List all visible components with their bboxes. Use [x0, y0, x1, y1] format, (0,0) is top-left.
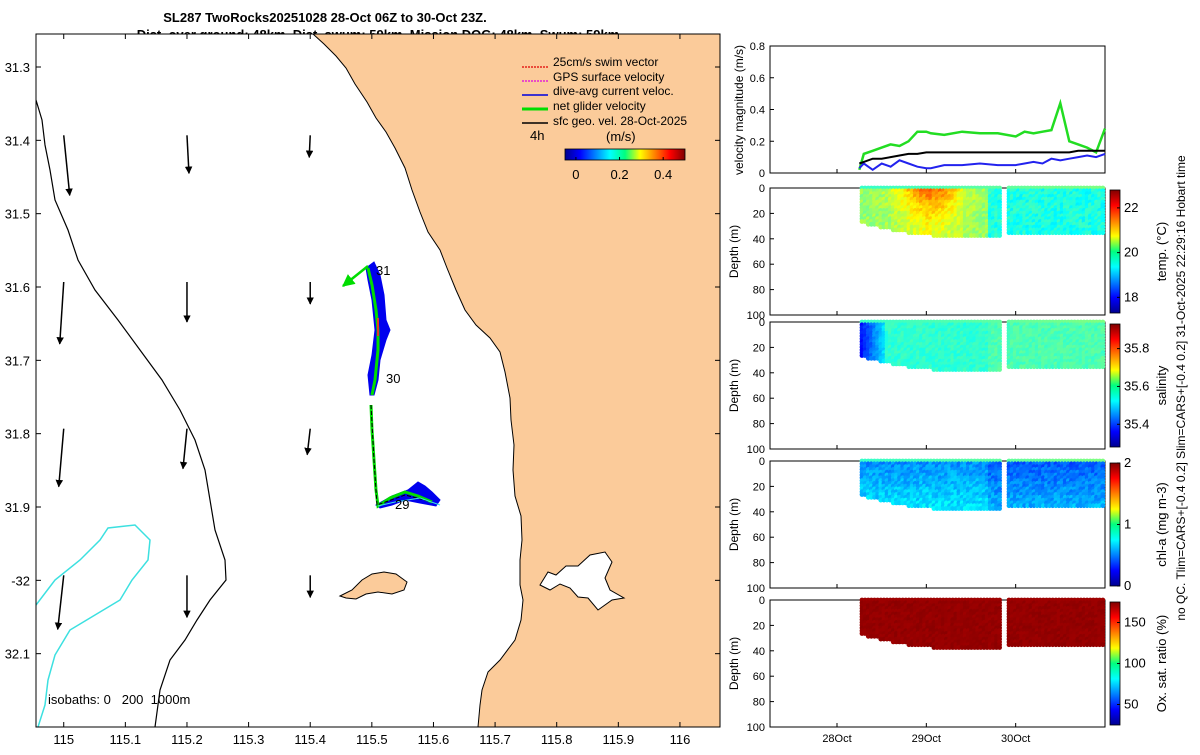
velocity-ytick-label: 0.8: [750, 41, 765, 53]
section-data-point: [997, 233, 1002, 238]
section-data-point: [1100, 230, 1105, 235]
map-ytick-label: 31.4: [5, 133, 30, 148]
depth-tick-label: 80: [753, 558, 765, 570]
section-data-points: [860, 320, 1106, 372]
colorbar-tick-label: 35.4: [1124, 416, 1149, 431]
section-colorbar: [1110, 190, 1120, 313]
legend-label-dive: dive-avg current veloc.: [553, 84, 674, 98]
map-ytick-label: 31.9: [5, 500, 30, 515]
colorbar-tick-label: 0: [1124, 578, 1131, 593]
map-ytick-label: -32: [11, 573, 30, 588]
depth-tick-label: 40: [753, 234, 765, 246]
colorbar-label: temp. (°C): [1154, 222, 1169, 281]
depth-tick-label: 100: [747, 583, 765, 595]
map-colorbar-tick-label: 0: [572, 167, 579, 182]
day-label-29: 29: [395, 497, 409, 512]
depth-tick-label: 20: [753, 342, 765, 354]
velocity-ytick-label: 0: [759, 168, 765, 180]
colorbar-tick-label: 2: [1124, 455, 1131, 470]
section-ylabel: Depth (m): [727, 498, 741, 551]
colorbar-tick-label: 22: [1124, 200, 1138, 215]
section-ylabel: Depth (m): [727, 225, 741, 278]
colorbar-unit-label: (m/s): [606, 129, 636, 144]
legend-label-net: net glider velocity: [553, 99, 646, 113]
colorbar-label: chl-a (mg m-3): [1154, 482, 1169, 567]
map-xtick-label: 116: [670, 732, 691, 747]
map-xtick-label: 115.9: [603, 732, 635, 747]
depth-tick-label: 40: [753, 368, 765, 380]
map-xtick-label: 115.1: [110, 732, 142, 747]
section-data-points: [860, 459, 1106, 511]
map-xtick-label: 115.7: [479, 732, 511, 747]
map-colorbar-tick-label: 0.4: [654, 167, 672, 182]
section-data-points: [860, 186, 1106, 238]
map-xtick-label: 115.8: [541, 732, 573, 747]
colorbar-tick-label: 1: [1124, 517, 1131, 532]
section-colorbar: [1110, 324, 1120, 447]
colorbar-label: salinity: [1154, 365, 1169, 405]
depth-tick-label: 100: [747, 444, 765, 456]
interval-label: 4h: [530, 128, 544, 143]
depth-tick-label: 80: [753, 419, 765, 431]
map-ytick-label: 31.8: [5, 427, 30, 442]
map-ytick-label: 31.5: [5, 207, 30, 222]
depth-tick-label: 0: [759, 317, 765, 329]
map-xtick-label: 115.6: [418, 732, 450, 747]
velocity-frame: [770, 46, 1105, 173]
map-xtick-label: 115.5: [356, 732, 388, 747]
geo-velocity-arrow: [309, 135, 310, 157]
depth-tick-label: 60: [753, 259, 765, 271]
depth-tick-label: 80: [753, 285, 765, 297]
colorbar-tick-label: 35.8: [1124, 341, 1149, 356]
colorbar-tick-label: 35.6: [1124, 378, 1149, 393]
depth-tick-label: 0: [759, 183, 765, 195]
section-data-point: [997, 506, 1002, 511]
map-ytick-label: 31.3: [5, 60, 30, 75]
title-line-1: SL287 TwoRocks20251028 28-Oct 06Z to 30-…: [163, 10, 486, 25]
depth-tick-label: 20: [753, 481, 765, 493]
section-chl: 0 20 40 60 80 100 Depth (m) 0 1 2 chl-a (mg m-3): [727, 455, 1169, 595]
map-xtick-label: 115: [53, 732, 74, 747]
map-ytick-label: 31.6: [5, 280, 30, 295]
legend-label-geo: sfc geo. vel. 28-Oct-2025: [553, 114, 687, 128]
isobaths-label: isobaths: 0 200 1000m: [48, 692, 190, 707]
section-data-point: [997, 645, 1002, 650]
section-data-point: [1100, 364, 1105, 369]
map-ytick-label: 31.7: [5, 353, 30, 368]
velocity-ytick-label: 0.4: [750, 105, 765, 117]
section-ylabel: Depth (m): [727, 359, 741, 412]
section-salinity: 0 20 40 60 80 100 Depth (m) 35.4 35.6 35.8 salinit…: [727, 317, 1169, 456]
map-colorbar: [565, 149, 685, 160]
section-data-point: [997, 367, 1002, 372]
day-label-31: 31: [376, 263, 390, 278]
map-colorbar-tick-label: 0.2: [611, 167, 629, 182]
depth-tick-label: 40: [753, 507, 765, 519]
section-data-point: [1100, 503, 1105, 508]
legend-label-gps: GPS surface velocity: [553, 70, 664, 84]
velocity-ylabel: velocity magnitude (m/s): [732, 45, 746, 175]
map-xtick-label: 115.3: [233, 732, 265, 747]
colorbar-tick-label: 20: [1124, 245, 1138, 260]
map-ytick-label: 32.1: [5, 647, 30, 662]
colorbar-tick-label: 18: [1124, 289, 1138, 304]
velocity-ytick-label: 0.2: [750, 136, 765, 148]
velocity-panel: 0 0.2 0.4 0.6 0.8 velocity magnitude (m/s): [732, 41, 1105, 180]
depth-tick-label: 60: [753, 532, 765, 544]
map-panel: 31 30 29 isobaths: 0 200 1000m 115 115.1 1…: [5, 34, 720, 747]
legend-label-swim: 25cm/s swim vector: [553, 55, 658, 69]
depth-tick-label: 0: [759, 456, 765, 468]
map-xtick-label: 115.2: [171, 732, 203, 747]
day-label-30: 30: [386, 371, 400, 386]
map-xtick-label: 115.4: [294, 732, 326, 747]
depth-tick-label: 20: [753, 208, 765, 220]
depth-tick-label: 60: [753, 393, 765, 405]
velocity-ytick-label: 0.6: [750, 73, 765, 85]
section-data-points: [860, 598, 1106, 650]
